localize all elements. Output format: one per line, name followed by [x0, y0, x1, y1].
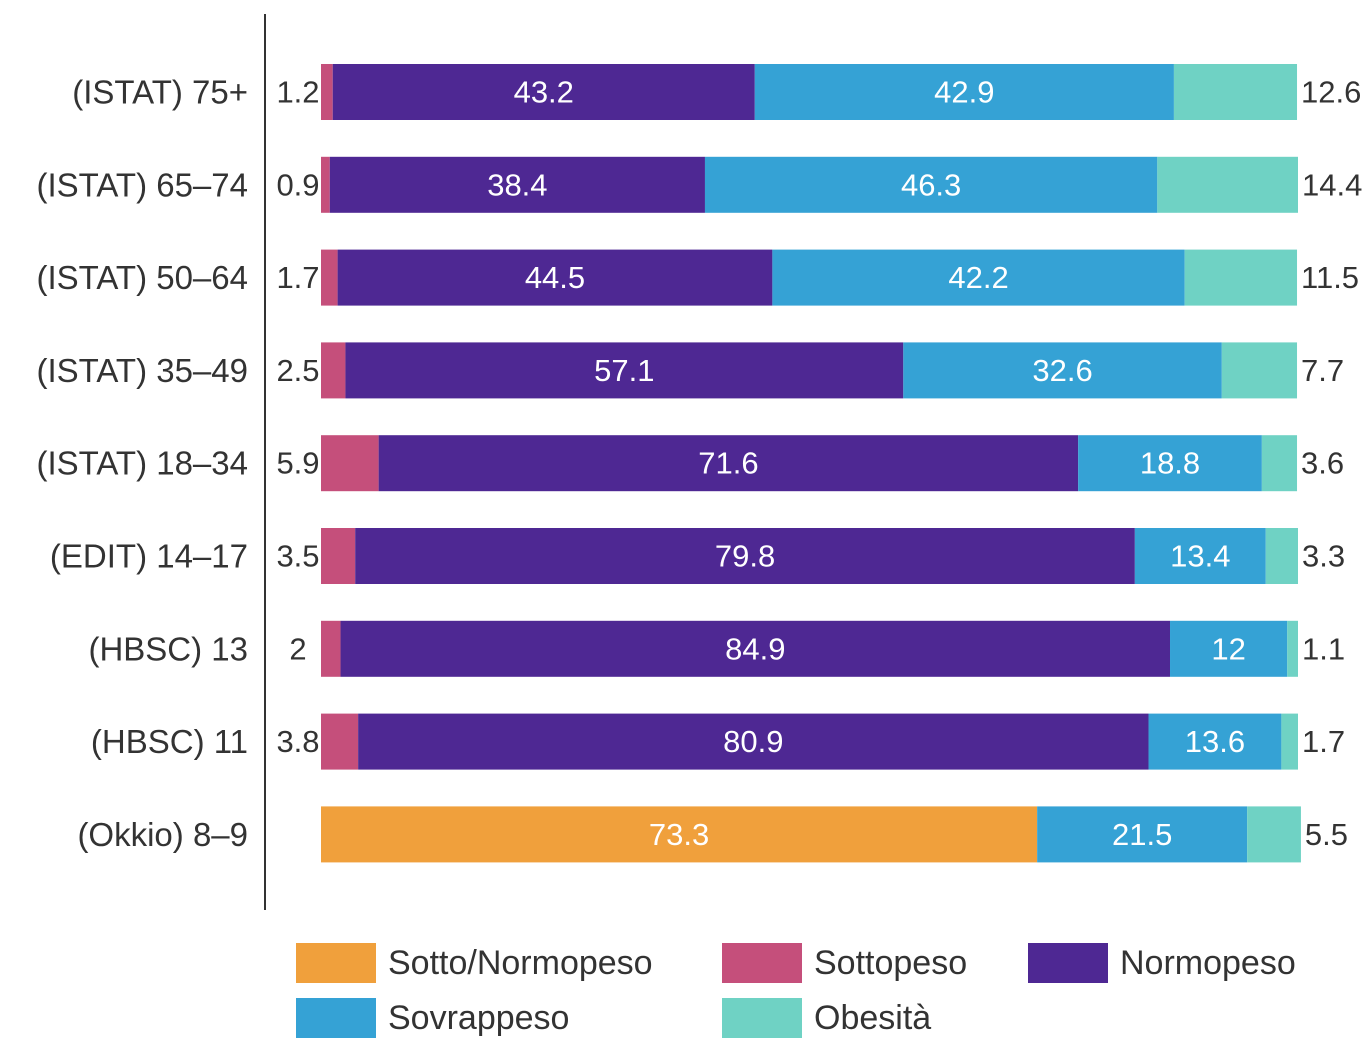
legend-label: Obesità	[814, 999, 931, 1037]
bar-segment	[321, 342, 346, 399]
value-label: 1.7	[1302, 724, 1345, 759]
value-label: 84.9	[725, 631, 785, 666]
bar-segment	[358, 713, 1149, 770]
bar-segment	[321, 528, 356, 584]
bar-segment	[1037, 806, 1248, 863]
bar-segment	[337, 249, 773, 306]
value-label: 3.5	[276, 539, 319, 574]
bar-segment	[332, 64, 755, 120]
bar-segment	[355, 528, 1135, 584]
bar-segment	[321, 249, 338, 306]
bar-segment	[1261, 435, 1298, 492]
category-label: (ISTAT) 35–49	[36, 352, 248, 389]
value-label: 0.9	[276, 167, 319, 202]
category-label: (Okkio) 8–9	[77, 816, 248, 853]
bar-segment	[1148, 713, 1282, 770]
value-label: 13.6	[1185, 724, 1245, 759]
bar-segment	[378, 435, 1079, 492]
value-label: 3.6	[1301, 446, 1344, 481]
value-label: 79.8	[715, 539, 775, 574]
bar-segment	[754, 64, 1174, 120]
bar-segment	[1184, 249, 1298, 306]
bar-segment	[321, 435, 379, 492]
value-label: 14.4	[1302, 167, 1362, 202]
bar-segment	[1247, 806, 1301, 863]
bar-segment	[772, 249, 1185, 306]
bar-segment	[704, 156, 1158, 213]
value-label: 57.1	[594, 353, 654, 388]
bar-segment	[345, 342, 904, 399]
value-label: 73.3	[649, 817, 709, 852]
category-label: (ISTAT) 65–74	[36, 166, 248, 203]
value-label: 80.9	[723, 724, 783, 759]
legend-swatch	[722, 943, 802, 983]
legend-label: Normopeso	[1120, 944, 1296, 982]
value-label: 1.1	[1302, 631, 1345, 666]
value-label: 71.6	[698, 446, 758, 481]
category-label: (EDIT) 14–17	[50, 538, 248, 575]
legend-label: Sottopeso	[814, 944, 967, 982]
bar-segment	[329, 156, 705, 213]
value-label: 44.5	[525, 260, 585, 295]
bar-segment	[1287, 620, 1298, 677]
value-label: 7.7	[1301, 353, 1344, 388]
value-label: 1.2	[276, 75, 319, 110]
bar-segment	[1157, 156, 1298, 213]
value-label: 11.5	[1301, 260, 1359, 295]
bar-segment	[340, 620, 1171, 677]
value-label: 46.3	[901, 167, 961, 202]
value-label: 3.8	[276, 724, 319, 759]
bar-segment	[1281, 713, 1298, 770]
bar-segment	[321, 806, 1038, 863]
bar-segment	[321, 620, 341, 677]
legend-swatch	[296, 943, 376, 983]
value-label: 12.6	[1301, 75, 1361, 110]
bar-segment	[321, 64, 333, 120]
legend-label: Sovrappeso	[388, 999, 569, 1037]
legend-swatch	[1028, 943, 1108, 983]
bar-segment	[1221, 342, 1298, 399]
value-label: 42.9	[934, 75, 994, 110]
value-label: 21.5	[1112, 817, 1172, 852]
value-label: 32.6	[1032, 353, 1092, 388]
value-label: 12	[1211, 631, 1245, 666]
value-label: 38.4	[487, 167, 547, 202]
category-label: (HBSC) 11	[91, 723, 248, 760]
legend-swatch	[722, 998, 802, 1038]
value-label: 18.8	[1140, 446, 1200, 481]
value-label: 2	[289, 631, 306, 666]
value-label: 3.3	[1302, 539, 1345, 574]
value-label: 43.2	[514, 75, 574, 110]
legend-label: Sotto/Normopeso	[388, 944, 653, 982]
bar-segment	[903, 342, 1222, 399]
bar-segment	[1170, 620, 1288, 677]
value-label: 13.4	[1170, 539, 1230, 574]
value-label: 1.7	[276, 260, 319, 295]
bar-segment	[321, 156, 330, 213]
bar-segment	[321, 713, 359, 770]
bar-segment	[1265, 528, 1298, 584]
bar-segment	[1173, 64, 1298, 120]
category-label: (ISTAT) 75+	[72, 74, 248, 111]
legend-swatch	[296, 998, 376, 1038]
bar-segment	[1078, 435, 1262, 492]
value-label: 42.2	[948, 260, 1008, 295]
value-label: 5.9	[276, 446, 319, 481]
bar-segment	[1134, 528, 1266, 584]
value-label: 5.5	[1305, 817, 1348, 852]
category-label: (HBSC) 13	[88, 630, 248, 667]
category-label: (ISTAT) 50–64	[36, 259, 248, 296]
value-label: 2.5	[276, 353, 319, 388]
category-label: (ISTAT) 18–34	[36, 445, 248, 482]
